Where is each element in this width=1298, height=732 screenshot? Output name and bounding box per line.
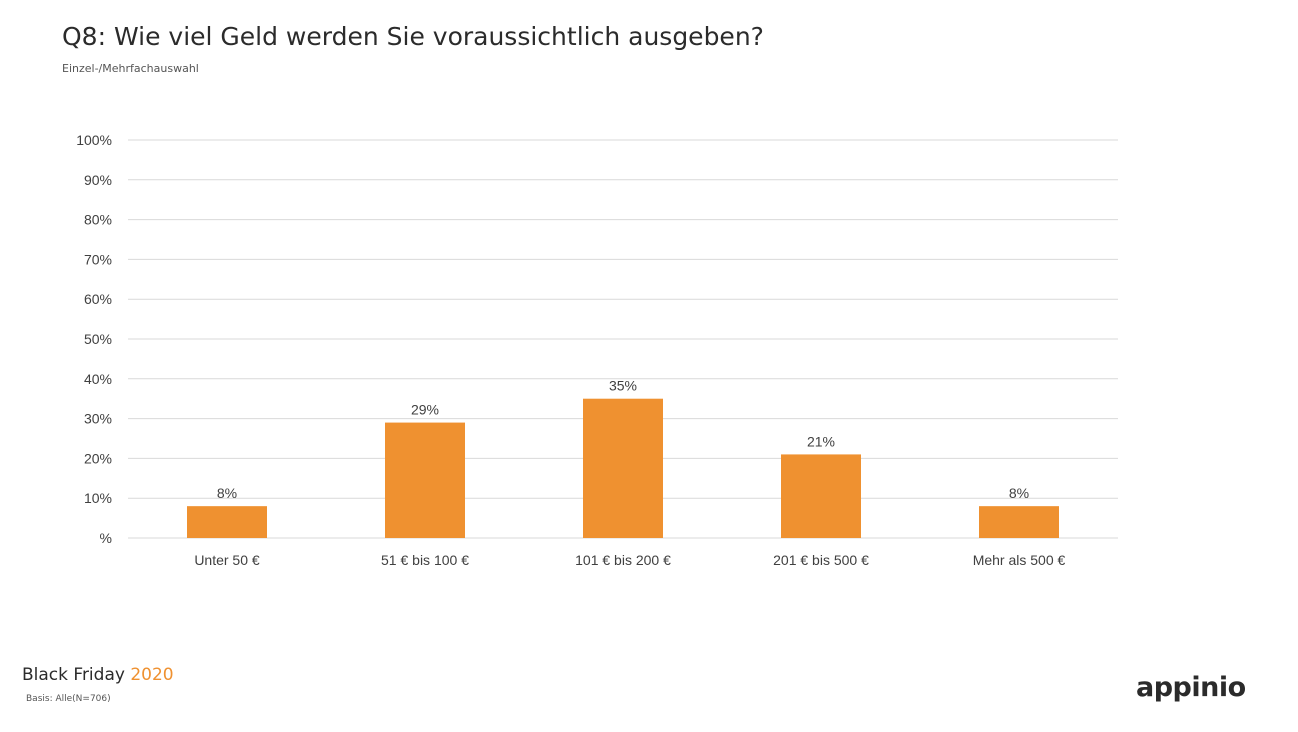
footer-basis: Basis: Alle(N=706) (26, 694, 111, 704)
y-tick-label: 40% (84, 371, 112, 387)
bar (385, 422, 465, 538)
bar (187, 506, 267, 538)
y-tick-label: 90% (84, 172, 112, 188)
y-tick-label: 70% (84, 251, 112, 267)
chart-title: Q8: Wie viel Geld werden Sie voraussicht… (62, 22, 764, 51)
footer-year: 2020 (130, 665, 174, 685)
bar-chart: % 10% 20% 30% 40% 50% 60% 70% 80% 90% 100% 8% Unter … (76, 132, 1118, 568)
data-label: 21% (807, 433, 835, 449)
y-tick-label: % (100, 530, 112, 546)
bar (781, 454, 861, 538)
chart-subtitle: Einzel-/Mehrfachauswahl (62, 62, 199, 75)
y-tick-label: 20% (84, 450, 112, 466)
data-label: 8% (217, 485, 237, 501)
footer-brand: Black Friday 2020 (22, 665, 222, 685)
bar (979, 506, 1059, 538)
appinio-logo: appinio (1136, 672, 1246, 703)
footer-brand-text: Black Friday (22, 665, 125, 685)
y-tick-label: 10% (84, 490, 112, 506)
x-category-label: 201 € bis 500 € (773, 552, 869, 568)
y-tick-label: 80% (84, 212, 112, 228)
y-tick-label: 100% (76, 132, 112, 148)
y-tick-label: 60% (84, 291, 112, 307)
data-label: 35% (609, 378, 637, 394)
x-category-label: Mehr als 500 € (973, 552, 1066, 568)
x-category-label: Unter 50 € (194, 552, 260, 568)
data-label: 8% (1009, 485, 1029, 501)
bar (583, 398, 663, 538)
x-category-label: 101 € bis 200 € (575, 552, 671, 568)
y-tick-label: 50% (84, 331, 112, 347)
data-label: 29% (411, 402, 439, 418)
y-tick-label: 30% (84, 411, 112, 427)
x-category-label: 51 € bis 100 € (381, 552, 469, 568)
